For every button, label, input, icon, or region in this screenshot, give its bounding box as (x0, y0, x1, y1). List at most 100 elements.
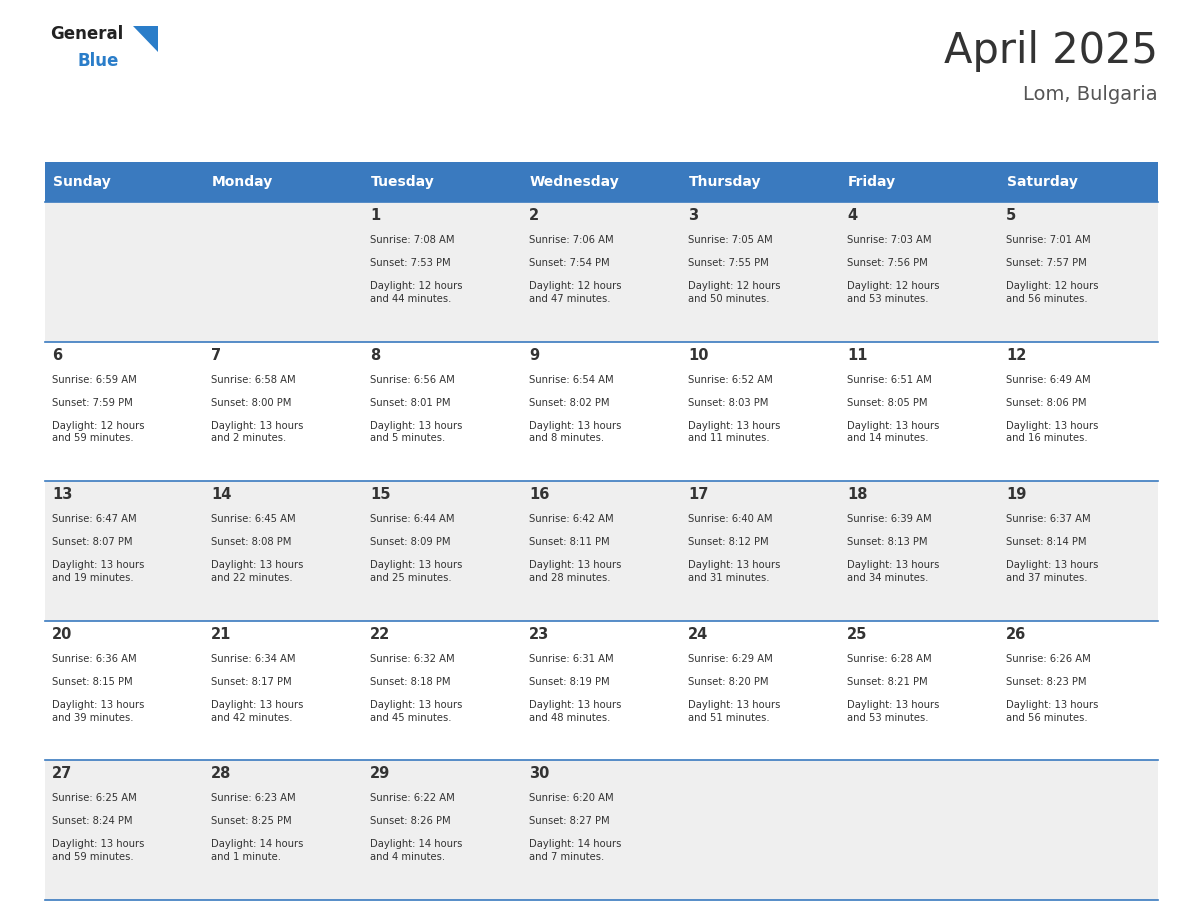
Text: Sunset: 8:24 PM: Sunset: 8:24 PM (52, 816, 133, 826)
Text: Daylight: 12 hours
and 50 minutes.: Daylight: 12 hours and 50 minutes. (688, 281, 781, 304)
Text: Sunset: 7:53 PM: Sunset: 7:53 PM (369, 258, 450, 268)
Text: Sunset: 8:12 PM: Sunset: 8:12 PM (688, 537, 769, 547)
Text: Sunset: 8:02 PM: Sunset: 8:02 PM (529, 397, 609, 408)
Bar (681, 162, 840, 202)
Text: Daylight: 13 hours
and 5 minutes.: Daylight: 13 hours and 5 minutes. (369, 420, 462, 443)
Text: Sunrise: 6:29 AM: Sunrise: 6:29 AM (688, 654, 772, 664)
Text: 30: 30 (529, 767, 549, 781)
Text: Daylight: 14 hours
and 4 minutes.: Daylight: 14 hours and 4 minutes. (369, 839, 462, 862)
Text: 21: 21 (211, 627, 232, 642)
Text: Sunset: 7:57 PM: Sunset: 7:57 PM (1006, 258, 1087, 268)
Bar (45, 760, 1158, 900)
Text: Sunset: 8:15 PM: Sunset: 8:15 PM (52, 677, 133, 687)
Text: Daylight: 13 hours
and 16 minutes.: Daylight: 13 hours and 16 minutes. (1006, 420, 1099, 443)
Text: Sunset: 8:20 PM: Sunset: 8:20 PM (688, 677, 769, 687)
Text: 11: 11 (847, 348, 867, 363)
Text: 2: 2 (529, 208, 539, 223)
Bar (840, 162, 999, 202)
Text: Sunset: 7:56 PM: Sunset: 7:56 PM (847, 258, 928, 268)
Text: Lom, Bulgaria: Lom, Bulgaria (1023, 85, 1158, 104)
Bar (45, 481, 1158, 621)
Text: Sunrise: 7:05 AM: Sunrise: 7:05 AM (688, 235, 772, 245)
Text: Sunset: 8:26 PM: Sunset: 8:26 PM (369, 816, 450, 826)
Text: Sunset: 8:17 PM: Sunset: 8:17 PM (211, 677, 291, 687)
Text: Sunrise: 6:56 AM: Sunrise: 6:56 AM (369, 375, 455, 385)
Text: 12: 12 (1006, 348, 1026, 363)
Text: Sunset: 8:05 PM: Sunset: 8:05 PM (847, 397, 928, 408)
Text: Daylight: 13 hours
and 42 minutes.: Daylight: 13 hours and 42 minutes. (211, 700, 303, 722)
Text: 27: 27 (52, 767, 72, 781)
Text: Daylight: 13 hours
and 51 minutes.: Daylight: 13 hours and 51 minutes. (688, 700, 781, 722)
Text: Sunrise: 7:03 AM: Sunrise: 7:03 AM (847, 235, 931, 245)
Text: Daylight: 13 hours
and 22 minutes.: Daylight: 13 hours and 22 minutes. (211, 560, 303, 583)
Text: Daylight: 13 hours
and 31 minutes.: Daylight: 13 hours and 31 minutes. (688, 560, 781, 583)
Text: Sunrise: 6:51 AM: Sunrise: 6:51 AM (847, 375, 931, 385)
Bar (45, 202, 1158, 341)
Text: 20: 20 (52, 627, 72, 642)
Text: 6: 6 (52, 348, 62, 363)
Text: 22: 22 (369, 627, 390, 642)
Text: Saturday: Saturday (1007, 175, 1078, 189)
Text: Sunset: 8:03 PM: Sunset: 8:03 PM (688, 397, 769, 408)
Text: General: General (50, 25, 124, 43)
Text: Sunset: 8:19 PM: Sunset: 8:19 PM (529, 677, 609, 687)
Bar (999, 162, 1158, 202)
Text: Sunrise: 6:49 AM: Sunrise: 6:49 AM (1006, 375, 1091, 385)
Text: Sunrise: 6:32 AM: Sunrise: 6:32 AM (369, 654, 455, 664)
Text: Sunrise: 6:39 AM: Sunrise: 6:39 AM (847, 514, 931, 524)
Text: Daylight: 13 hours
and 2 minutes.: Daylight: 13 hours and 2 minutes. (211, 420, 303, 443)
Text: 15: 15 (369, 487, 391, 502)
Text: Sunset: 7:59 PM: Sunset: 7:59 PM (52, 397, 133, 408)
Text: Sunrise: 6:45 AM: Sunrise: 6:45 AM (211, 514, 296, 524)
Text: Sunrise: 6:25 AM: Sunrise: 6:25 AM (52, 793, 137, 803)
Text: 9: 9 (529, 348, 539, 363)
Text: Daylight: 13 hours
and 25 minutes.: Daylight: 13 hours and 25 minutes. (369, 560, 462, 583)
Text: Blue: Blue (78, 52, 119, 70)
Text: 25: 25 (847, 627, 867, 642)
Text: 23: 23 (529, 627, 549, 642)
Text: Daylight: 12 hours
and 59 minutes.: Daylight: 12 hours and 59 minutes. (52, 420, 145, 443)
Text: Sunrise: 7:01 AM: Sunrise: 7:01 AM (1006, 235, 1091, 245)
Text: Sunset: 8:01 PM: Sunset: 8:01 PM (369, 397, 450, 408)
Text: Daylight: 13 hours
and 56 minutes.: Daylight: 13 hours and 56 minutes. (1006, 700, 1099, 722)
Text: Sunrise: 6:22 AM: Sunrise: 6:22 AM (369, 793, 455, 803)
Text: Sunrise: 6:26 AM: Sunrise: 6:26 AM (1006, 654, 1091, 664)
Text: Sunset: 7:55 PM: Sunset: 7:55 PM (688, 258, 769, 268)
Bar (45, 162, 204, 202)
Text: 5: 5 (1006, 208, 1016, 223)
Text: Daylight: 12 hours
and 56 minutes.: Daylight: 12 hours and 56 minutes. (1006, 281, 1099, 304)
Text: Sunrise: 7:08 AM: Sunrise: 7:08 AM (369, 235, 455, 245)
Text: Sunset: 8:18 PM: Sunset: 8:18 PM (369, 677, 450, 687)
Text: Sunset: 8:14 PM: Sunset: 8:14 PM (1006, 537, 1087, 547)
Text: Sunset: 8:09 PM: Sunset: 8:09 PM (369, 537, 450, 547)
Text: Daylight: 13 hours
and 45 minutes.: Daylight: 13 hours and 45 minutes. (369, 700, 462, 722)
Text: Sunset: 8:08 PM: Sunset: 8:08 PM (211, 537, 291, 547)
Bar (522, 162, 681, 202)
Bar (204, 162, 364, 202)
Text: 1: 1 (369, 208, 380, 223)
Text: Sunrise: 6:44 AM: Sunrise: 6:44 AM (369, 514, 455, 524)
Text: Sunrise: 6:36 AM: Sunrise: 6:36 AM (52, 654, 137, 664)
Text: Sunset: 8:13 PM: Sunset: 8:13 PM (847, 537, 928, 547)
Text: Daylight: 13 hours
and 53 minutes.: Daylight: 13 hours and 53 minutes. (847, 700, 940, 722)
Text: Sunset: 8:11 PM: Sunset: 8:11 PM (529, 537, 609, 547)
Text: Tuesday: Tuesday (371, 175, 435, 189)
Text: 3: 3 (688, 208, 699, 223)
Text: 7: 7 (211, 348, 221, 363)
Text: Sunset: 7:54 PM: Sunset: 7:54 PM (529, 258, 609, 268)
Text: Daylight: 13 hours
and 34 minutes.: Daylight: 13 hours and 34 minutes. (847, 560, 940, 583)
Text: Thursday: Thursday (689, 175, 762, 189)
Text: Sunrise: 6:28 AM: Sunrise: 6:28 AM (847, 654, 931, 664)
Text: Sunrise: 6:23 AM: Sunrise: 6:23 AM (211, 793, 296, 803)
Bar (45, 621, 1158, 760)
Text: Daylight: 13 hours
and 48 minutes.: Daylight: 13 hours and 48 minutes. (529, 700, 621, 722)
Text: 28: 28 (211, 767, 232, 781)
Text: Sunrise: 6:54 AM: Sunrise: 6:54 AM (529, 375, 614, 385)
Text: 29: 29 (369, 767, 390, 781)
Text: Daylight: 14 hours
and 7 minutes.: Daylight: 14 hours and 7 minutes. (529, 839, 621, 862)
Text: Sunrise: 6:34 AM: Sunrise: 6:34 AM (211, 654, 296, 664)
Text: Sunrise: 6:40 AM: Sunrise: 6:40 AM (688, 514, 772, 524)
Text: Sunset: 8:25 PM: Sunset: 8:25 PM (211, 816, 291, 826)
Text: Daylight: 13 hours
and 59 minutes.: Daylight: 13 hours and 59 minutes. (52, 839, 145, 862)
Text: Sunset: 8:23 PM: Sunset: 8:23 PM (1006, 677, 1087, 687)
